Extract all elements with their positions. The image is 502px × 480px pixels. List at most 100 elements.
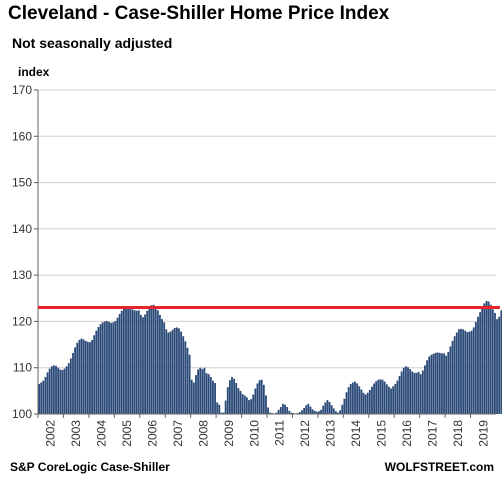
bar	[362, 392, 365, 414]
bar	[402, 367, 405, 414]
bar	[339, 410, 342, 414]
bar	[252, 394, 255, 414]
bar	[388, 386, 390, 414]
bar	[260, 379, 263, 414]
bar	[483, 303, 486, 414]
bar	[479, 312, 482, 414]
bar	[472, 327, 475, 414]
bar	[228, 380, 231, 414]
bar	[301, 410, 303, 414]
bar	[120, 310, 123, 414]
bar	[106, 320, 108, 414]
bar	[445, 355, 448, 414]
bar	[184, 341, 187, 414]
x-tick-label: 2011	[273, 420, 287, 446]
bar	[91, 339, 93, 414]
bar	[290, 412, 293, 414]
bar	[415, 372, 418, 414]
bar	[468, 331, 471, 414]
bar	[426, 360, 428, 414]
bar	[76, 342, 79, 414]
bar	[222, 412, 225, 414]
bar	[89, 342, 91, 414]
bar	[101, 322, 104, 414]
bar	[417, 371, 420, 414]
bar	[182, 336, 185, 414]
y-tick-labels: 100 110 120 130 140 150 160 170	[12, 83, 32, 421]
x-tick-label: 2013	[324, 420, 338, 447]
grid-lines	[34, 89, 496, 415]
x-tick-label: 2017	[425, 420, 439, 447]
bar	[224, 400, 227, 414]
bar	[457, 329, 460, 414]
bar	[466, 332, 469, 414]
bar	[108, 321, 110, 414]
bar	[80, 338, 83, 414]
bar	[103, 321, 106, 414]
bar	[150, 305, 153, 414]
bar	[148, 307, 151, 414]
bar	[343, 398, 346, 414]
bar	[95, 330, 98, 414]
bar	[67, 363, 70, 414]
bar	[284, 404, 286, 414]
bar	[368, 389, 371, 414]
bar	[127, 307, 130, 414]
bar	[375, 381, 378, 414]
x-tick-label: 2015	[375, 420, 389, 447]
bar	[125, 307, 127, 414]
bar	[171, 329, 174, 414]
bar	[86, 341, 89, 414]
bar	[63, 368, 66, 414]
bar	[400, 371, 403, 414]
bar	[258, 380, 261, 414]
bar	[434, 352, 437, 414]
x-tick-label: 2010	[247, 420, 261, 447]
bar	[409, 369, 412, 414]
chart-subtitle: Not seasonally adjusted	[12, 35, 173, 51]
bar	[335, 411, 337, 414]
y-tick-label: 140	[12, 222, 32, 236]
y-tick-label: 160	[12, 129, 32, 143]
bar	[477, 316, 479, 414]
chart-title: Cleveland - Case-Shiller Home Price Inde…	[8, 3, 390, 24]
bar	[394, 383, 397, 414]
bar	[451, 340, 454, 414]
source-credit: S&P CoreLogic Case-Shiller	[10, 460, 170, 474]
bar	[324, 402, 327, 414]
bar	[239, 390, 242, 414]
x-tick-label: 2012	[298, 420, 312, 447]
bar	[40, 382, 43, 414]
bar	[337, 412, 339, 414]
bar	[99, 324, 102, 414]
bar	[203, 367, 206, 414]
bar	[351, 382, 354, 414]
bar	[398, 376, 401, 414]
y-tick-label: 170	[12, 83, 32, 97]
bar	[474, 321, 477, 414]
bar	[453, 336, 456, 414]
bar	[50, 366, 53, 414]
bar	[112, 322, 115, 414]
x-tick-label: 2007	[171, 420, 185, 447]
bar	[137, 310, 140, 414]
y-tick-label: 120	[12, 314, 32, 328]
bar	[332, 408, 335, 414]
bar	[462, 329, 465, 414]
bar	[443, 353, 445, 414]
bar	[65, 366, 68, 414]
bar	[167, 332, 170, 414]
bar	[186, 347, 189, 414]
bar	[93, 335, 96, 414]
bar	[315, 411, 318, 414]
bar	[44, 376, 47, 414]
bar	[383, 381, 386, 414]
bar	[237, 388, 240, 414]
bar	[500, 310, 502, 414]
bar	[341, 404, 344, 414]
bar	[209, 376, 212, 414]
bar	[419, 374, 422, 414]
bar	[144, 314, 146, 414]
bar	[188, 354, 191, 414]
